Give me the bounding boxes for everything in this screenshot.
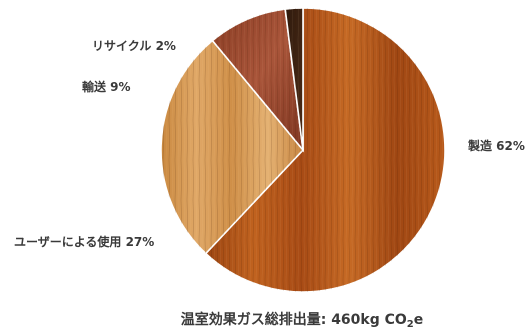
pie-slice-label-1: ユーザーによる使用 27%	[14, 234, 154, 249]
pie-labels: 製造 62% ユーザーによる使用 27% 輸送 9% リサイクル 2%	[14, 39, 525, 249]
pie-slice-grain-2	[212, 9, 303, 151]
pie-slice-label-3: リサイクル 2%	[92, 39, 176, 53]
pie-slice-label-0: 製造 62%	[467, 138, 525, 153]
pie-slice-grain-0	[205, 8, 445, 293]
pie-slice-grain-1	[161, 40, 303, 254]
total-emissions-subscript: 2	[407, 319, 414, 330]
pie-slices	[160, 7, 446, 293]
pie-slice-grain-3	[285, 8, 303, 150]
total-emissions-prefix: 温室効果ガス総排出量: 460kg CO	[181, 311, 407, 328]
pie-slice-label-2: 輸送 9%	[82, 79, 131, 94]
total-emissions-label: 温室効果ガス総排出量: 460kg CO2e	[181, 311, 424, 330]
total-emissions-suffix: e	[414, 312, 424, 328]
